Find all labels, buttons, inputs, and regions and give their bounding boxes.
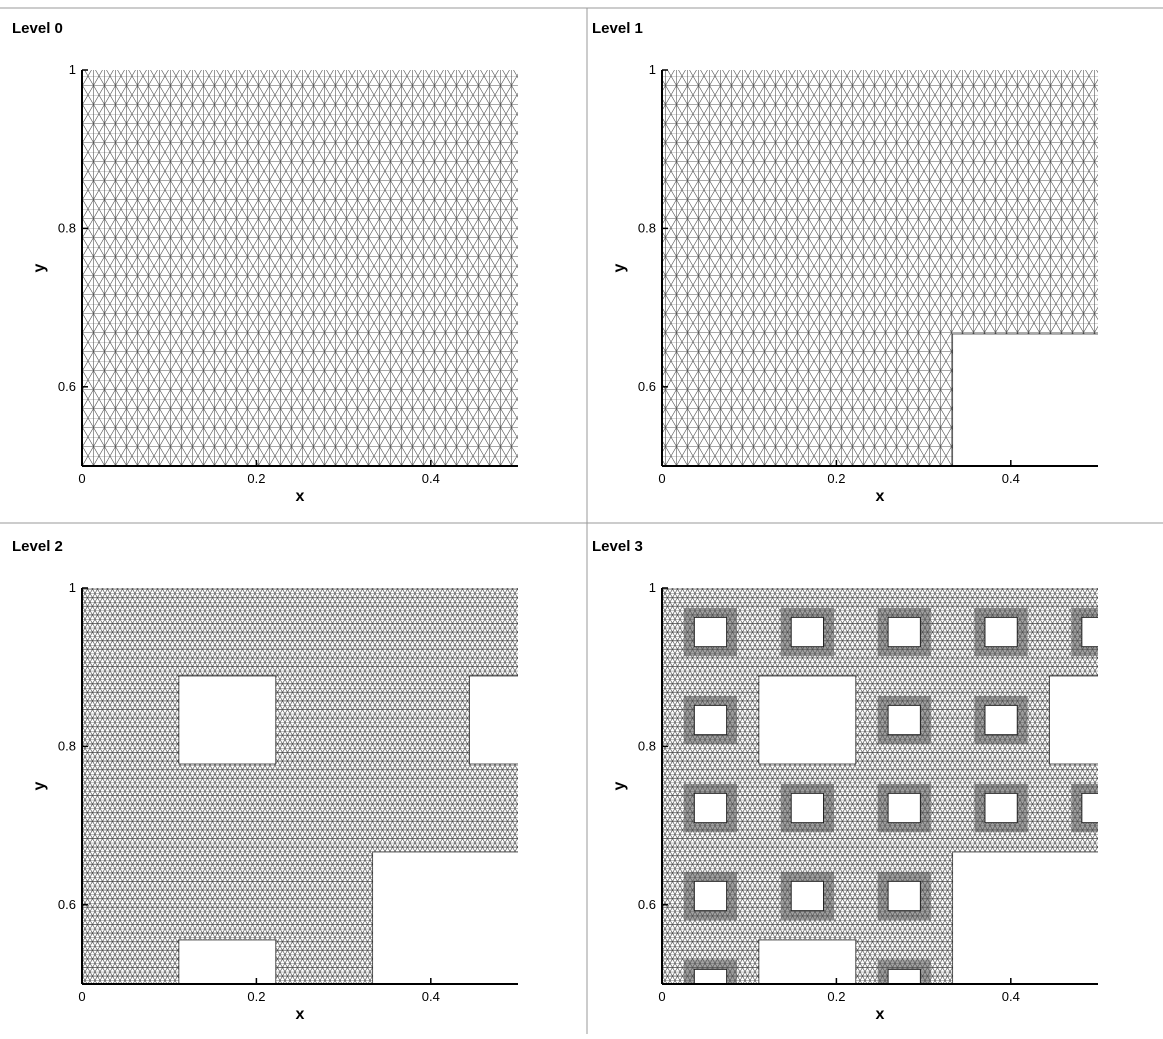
y-axis-label: y (611, 781, 628, 790)
y-tick-label: 0.6 (58, 379, 76, 394)
x-tick-label: 0.2 (247, 471, 265, 486)
x-tick-label: 0.4 (422, 471, 440, 486)
y-axis-label: y (31, 781, 48, 790)
x-tick-label: 0 (658, 471, 665, 486)
hole (791, 881, 823, 910)
panel-title: Level 1 (592, 20, 643, 37)
panel-title: Level 3 (592, 538, 643, 555)
x-axis-label: x (876, 488, 885, 505)
figure: Level 0 0 0.2 0.4 1 0.8 0.6 x y Level 1 0 0.2 0.4 1 0.… (0, 0, 1163, 1034)
y-tick-label: 0.8 (638, 220, 656, 235)
y-tick-label: 0.6 (58, 897, 76, 912)
y-tick-label: 1 (649, 580, 656, 595)
hole (694, 705, 726, 734)
hole (985, 705, 1017, 734)
hole (985, 793, 1017, 822)
x-axis-label: x (876, 1006, 885, 1023)
hole (985, 617, 1017, 646)
x-axis-label: x (296, 488, 305, 505)
hole (791, 617, 823, 646)
x-tick-label: 0 (658, 989, 665, 1004)
mesh (82, 70, 518, 466)
y-axis-label: y (611, 263, 628, 272)
panel-title: Level 0 (12, 20, 63, 37)
x-tick-label: 0.4 (422, 989, 440, 1004)
y-tick-label: 1 (69, 580, 76, 595)
y-tick-label: 1 (649, 62, 656, 77)
y-tick-label: 0.8 (638, 738, 656, 753)
plot (662, 70, 1150, 514)
x-tick-label: 0 (78, 471, 85, 486)
hole (179, 676, 276, 764)
panel: Level 2 0 0.2 0.4 1 0.8 0.6 x y (12, 538, 570, 1032)
plot (82, 588, 570, 1032)
x-tick-label: 0 (78, 989, 85, 1004)
hole (888, 617, 920, 646)
x-tick-label: 0.4 (1002, 471, 1020, 486)
y-tick-label: 1 (69, 62, 76, 77)
x-axis-label: x (296, 1006, 305, 1023)
x-tick-label: 0.4 (1002, 989, 1020, 1004)
y-tick-label: 0.6 (638, 379, 656, 394)
hole (888, 881, 920, 910)
x-tick-label: 0.2 (827, 471, 845, 486)
panel-title: Level 2 (12, 538, 63, 555)
plot (82, 70, 518, 466)
x-tick-label: 0.2 (247, 989, 265, 1004)
hole (888, 793, 920, 822)
y-tick-label: 0.6 (638, 897, 656, 912)
hole (694, 793, 726, 822)
panel: Level 1 0 0.2 0.4 1 0.8 0.6 x y (592, 20, 1150, 514)
hole (791, 793, 823, 822)
x-tick-label: 0.2 (827, 989, 845, 1004)
y-tick-label: 0.8 (58, 220, 76, 235)
y-axis-label: y (31, 263, 48, 272)
hole (694, 881, 726, 910)
hole (759, 676, 856, 764)
hole (888, 705, 920, 734)
panel: Level 3 0 0.2 0.4 1 0.8 0.6 x y (592, 538, 1150, 1032)
panel: Level 0 0 0.2 0.4 1 0.8 0.6 x y (12, 20, 518, 505)
plot (662, 588, 1150, 1032)
y-tick-label: 0.8 (58, 738, 76, 753)
hole (694, 617, 726, 646)
